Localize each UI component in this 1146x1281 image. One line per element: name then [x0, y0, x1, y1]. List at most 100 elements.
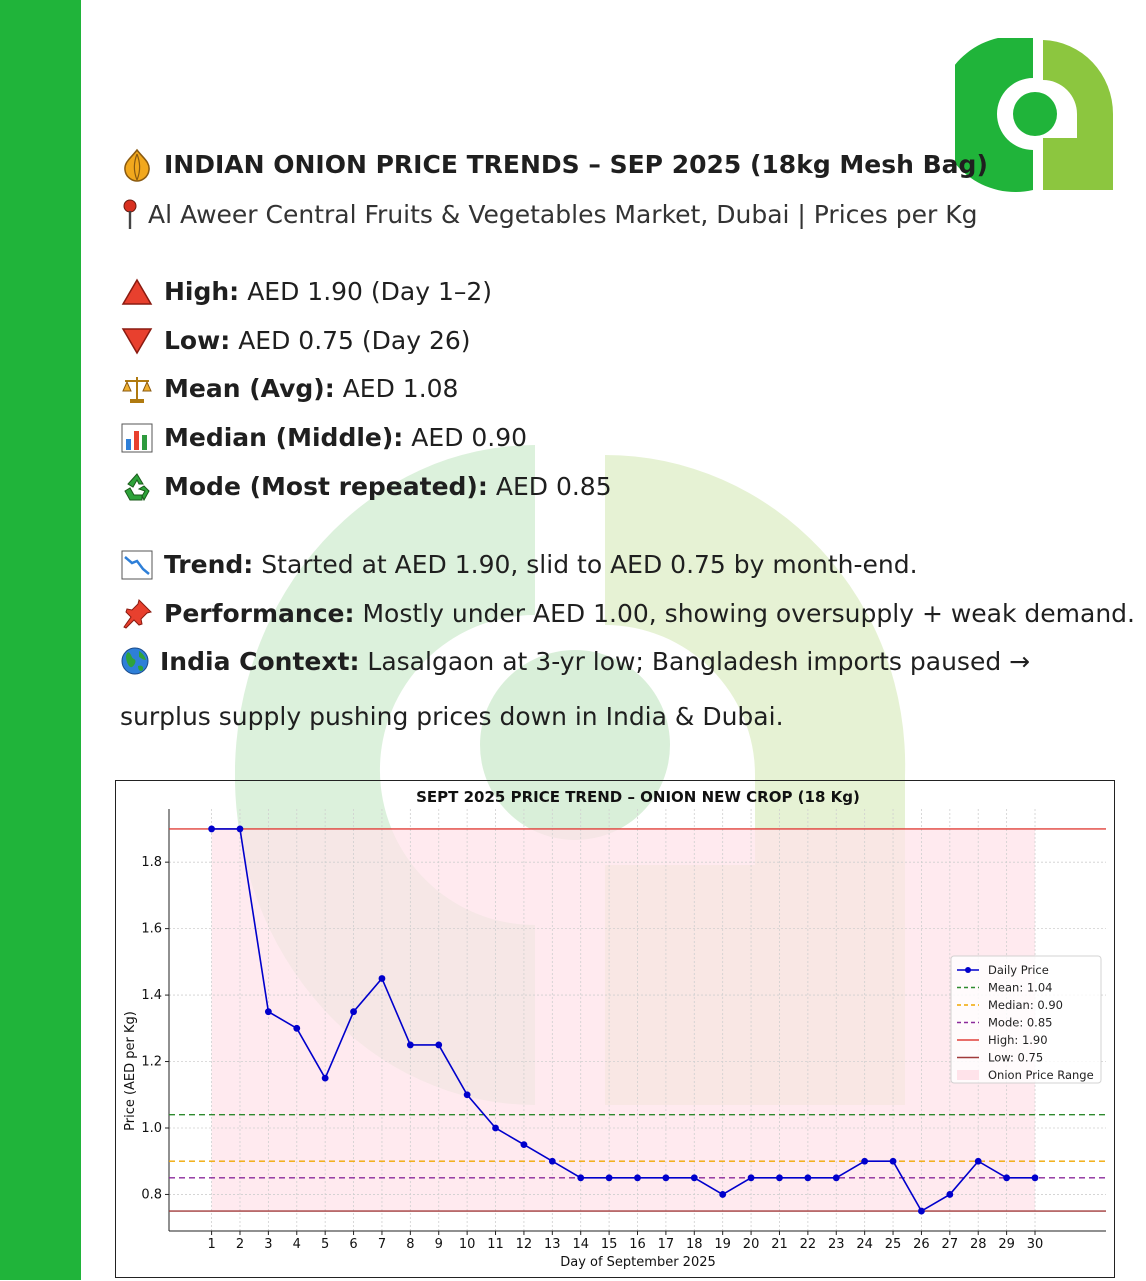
- data-point: [719, 1191, 727, 1198]
- x-tick-label: 27: [942, 1237, 959, 1252]
- header-subtitle-line: Al Aweer Central Fruits & Vegetables Mar…: [120, 198, 978, 232]
- legend-label: Low: 0.75: [988, 1051, 1043, 1065]
- legend-box: [950, 955, 1102, 1084]
- pushpin-icon: [120, 597, 154, 631]
- data-point: [804, 1174, 812, 1182]
- page-title: INDIAN ONION PRICE TRENDS – SEP 2025 (18…: [164, 150, 988, 179]
- data-point: [861, 1157, 869, 1165]
- x-tick-label: 26: [913, 1237, 930, 1252]
- x-tick-label: 20: [743, 1237, 760, 1252]
- data-point: [690, 1174, 698, 1182]
- data-point: [264, 1008, 272, 1016]
- legend-marker: [965, 967, 971, 973]
- x-tick-label: 29: [998, 1237, 1015, 1252]
- x-tick-label: 2: [236, 1237, 244, 1252]
- chart-x-axis-label: Day of September 2025: [560, 1255, 716, 1270]
- x-tick-label: 7: [378, 1237, 386, 1252]
- data-point: [378, 975, 386, 982]
- data-point: [946, 1191, 954, 1198]
- price-trend-chart: SEPT 2025 PRICE TREND – ONION NEW CROP (…: [123, 788, 1106, 1270]
- x-tick-label: 28: [970, 1237, 987, 1252]
- data-point: [747, 1174, 755, 1182]
- y-tick-label: 1.0: [141, 1121, 162, 1136]
- chart-y-axis-label: Price (AED per Kg): [123, 1011, 138, 1131]
- y-tick-label: 0.8: [141, 1187, 162, 1202]
- stat-high: High: AED 1.90 (Day 1–2): [120, 275, 492, 309]
- data-point: [463, 1091, 471, 1099]
- x-tick-label: 25: [885, 1237, 902, 1252]
- chart-legend: Daily Price Mean: 1.04 Median: 0.90 Mode: 0…: [950, 955, 1102, 1084]
- chart-decreasing-icon: [120, 548, 154, 582]
- legend-label: Median: 0.90: [988, 998, 1063, 1012]
- x-tick-label: 1: [207, 1237, 215, 1252]
- data-point: [634, 1174, 641, 1182]
- data-point: [776, 1174, 783, 1182]
- scales-icon: [120, 372, 154, 406]
- onion-icon: [120, 148, 154, 182]
- legend-label: Mean: 1.04: [988, 981, 1052, 995]
- legend-label: Mode: 0.85: [988, 1016, 1052, 1030]
- x-tick-label: 21: [771, 1237, 788, 1252]
- data-point: [236, 825, 244, 833]
- data-point: [605, 1174, 613, 1182]
- x-tick-label: 22: [800, 1237, 817, 1252]
- recycle-icon: [120, 470, 154, 504]
- x-tick-label: 19: [714, 1237, 731, 1252]
- down-triangle-icon: [120, 324, 154, 358]
- data-point: [548, 1157, 556, 1165]
- data-point: [321, 1074, 329, 1082]
- note-context: India Context: Lasalgaon at 3-yr low; Ba…: [120, 637, 1110, 741]
- left-green-bar: [0, 0, 81, 1280]
- x-tick-label: 30: [1027, 1237, 1044, 1252]
- chart-title: SEPT 2025 PRICE TREND – ONION NEW CROP (…: [416, 788, 860, 806]
- x-tick-label: 18: [686, 1237, 703, 1252]
- x-tick-label: 14: [572, 1237, 589, 1252]
- x-tick-label: 3: [264, 1237, 272, 1252]
- pin-icon: [120, 198, 140, 232]
- page-subtitle: Al Aweer Central Fruits & Vegetables Mar…: [148, 200, 978, 229]
- data-point: [435, 1041, 443, 1049]
- x-tick-label: 8: [406, 1237, 414, 1252]
- note-performance: Performance: Mostly under AED 1.00, showi…: [120, 597, 1135, 631]
- data-point: [350, 1008, 357, 1016]
- data-point: [918, 1207, 925, 1215]
- globe-icon: [120, 643, 150, 692]
- x-tick-label: 23: [828, 1237, 845, 1252]
- stat-mean: Mean (Avg): AED 1.08: [120, 372, 458, 406]
- price-range-band: [211, 828, 1036, 1212]
- x-tick-label: 10: [459, 1237, 476, 1252]
- data-point: [406, 1041, 414, 1049]
- stat-mode: Mode (Most repeated): AED 0.85: [120, 470, 612, 504]
- x-tick-label: 6: [349, 1237, 357, 1252]
- data-point: [889, 1157, 897, 1165]
- up-triangle-icon: [120, 275, 154, 309]
- stat-low: Low: AED 0.75 (Day 26): [120, 324, 471, 358]
- data-point: [577, 1174, 585, 1182]
- legend-swatch: [957, 1070, 979, 1080]
- legend-label: Onion Price Range: [988, 1068, 1094, 1082]
- data-point: [1003, 1174, 1011, 1182]
- data-point: [832, 1174, 840, 1182]
- x-tick-label: 11: [487, 1237, 504, 1252]
- x-tick-label: 16: [629, 1237, 646, 1252]
- x-tick-label: 17: [658, 1237, 675, 1252]
- data-point: [520, 1141, 528, 1149]
- x-tick-label: 4: [293, 1237, 301, 1252]
- x-tick-label: 9: [435, 1237, 443, 1252]
- y-tick-label: 1.8: [141, 855, 162, 870]
- x-tick-label: 13: [544, 1237, 561, 1252]
- note-trend: Trend: Started at AED 1.90, slid to AED 0…: [120, 548, 918, 582]
- data-point: [208, 825, 215, 833]
- data-point: [1031, 1174, 1039, 1182]
- x-tick-label: 15: [601, 1237, 618, 1252]
- stat-median: Median (Middle): AED 0.90: [120, 421, 527, 455]
- y-tick-label: 1.2: [141, 1055, 162, 1070]
- daily-price-line: [211, 828, 1036, 1213]
- x-tick-label: 24: [856, 1237, 873, 1252]
- data-point: [974, 1157, 982, 1165]
- data-point: [662, 1174, 670, 1182]
- header-title-line: INDIAN ONION PRICE TRENDS – SEP 2025 (18…: [120, 148, 988, 182]
- y-tick-label: 1.6: [141, 922, 162, 937]
- x-tick-label: 12: [516, 1237, 533, 1252]
- bar-chart-icon: [120, 421, 154, 455]
